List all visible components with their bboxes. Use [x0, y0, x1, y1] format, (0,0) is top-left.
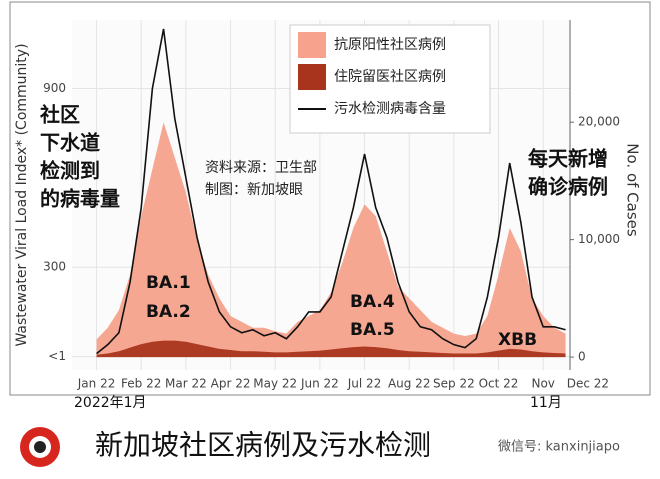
x-tick-label: Nov: [531, 377, 554, 391]
source-note: 制图：新加坡眼: [205, 182, 303, 198]
y-axis-label: Wastewater Viral Load Index* (Community): [14, 43, 30, 346]
annotation: 的病毒量: [40, 187, 120, 211]
marks: [96, 28, 566, 358]
annotation: 社区: [39, 103, 80, 127]
legend-swatch: [298, 64, 326, 90]
y2-tick-label: 20,000: [578, 115, 620, 129]
x-tick-label: Sep 22: [433, 377, 475, 391]
legend-label: 污水检测病毒含量: [334, 101, 446, 117]
x-tick-label: Jun 22: [300, 377, 339, 391]
annotation: 检测到: [40, 159, 100, 183]
line: [96, 28, 566, 355]
legend-label: 住院留医社区病例: [334, 69, 446, 85]
variant-label: BA.5: [350, 320, 395, 340]
x-tick-label: Jul 22: [347, 377, 382, 391]
footer-title: 新加坡社区病例及污水检测: [95, 429, 431, 462]
source-note: 资料来源：卫生部: [205, 160, 317, 176]
legend-label: 抗原阳性社区病例: [334, 37, 446, 53]
y2-tick-label: 10,000: [578, 232, 620, 246]
y-tick-label: 300: [43, 260, 66, 274]
variant-label: XBB: [498, 330, 537, 350]
annotation: 确诊病例: [528, 175, 608, 199]
x-tick-label: Apr 22: [211, 377, 251, 391]
date-note: 11月: [530, 395, 562, 411]
logo: [34, 441, 46, 453]
watermark: 微信号: kanxinjiapo: [498, 440, 620, 455]
annotation: 每天新增: [528, 147, 608, 171]
variant-label: BA.4: [350, 292, 395, 312]
y-tick-label: 900: [43, 81, 66, 95]
x-tick-label: May 22: [253, 377, 297, 391]
ticks: <1 300 900 0 10,000 20,000 Jan 22 Feb 22 Mar 22 A…: [43, 20, 620, 391]
x-tick-label: Mar 22: [165, 377, 207, 391]
x-tick-label: Jan 22: [77, 377, 116, 391]
y2-axis-label: No. of Cases: [624, 143, 642, 237]
date-note: 2022年1月: [74, 395, 147, 411]
y2-tick-label: 0: [578, 350, 586, 364]
x-tick-label: Feb 22: [121, 377, 161, 391]
x-tick-label: Dec 22: [567, 377, 609, 391]
legend-swatch: [298, 32, 326, 58]
x-tick-label: Oct 22: [479, 377, 519, 391]
y-tick-label: <1: [48, 349, 66, 363]
variant-label: BA.2: [146, 302, 191, 322]
annotation: 下水道: [40, 131, 100, 155]
variant-label: BA.1: [146, 273, 191, 293]
x-tick-label: Aug 22: [388, 377, 431, 391]
area: [96, 340, 566, 358]
